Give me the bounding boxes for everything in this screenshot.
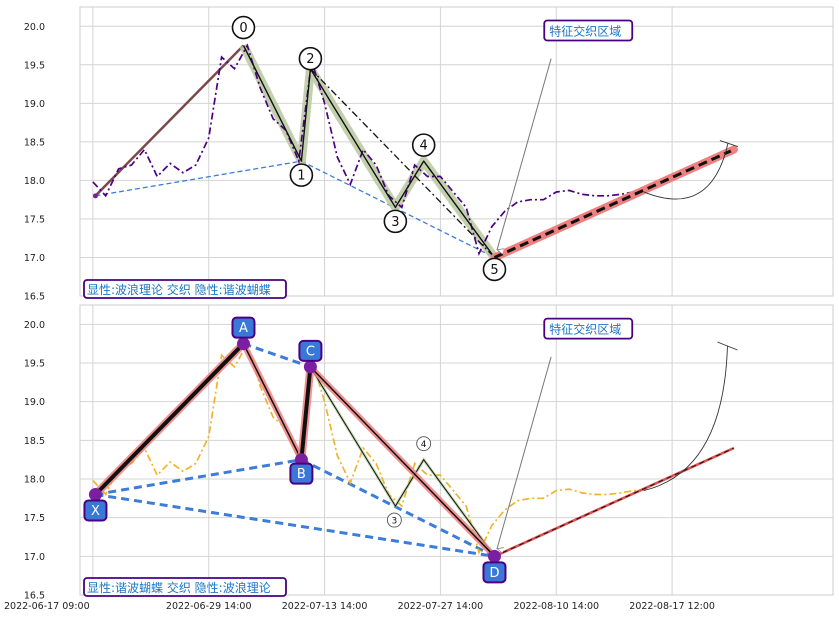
harmonic-leg-line <box>94 342 245 496</box>
harmonic-leg-line <box>309 366 496 557</box>
wave-label-circle <box>411 133 436 157</box>
wave-label-circle <box>231 15 256 40</box>
y-tick-label: 17.0 <box>24 552 45 563</box>
top-panel: 16.5 17.0 17.5 18.0 18.5 19.0 19.5 20.0 特征交织区域 0 1… <box>24 6 834 303</box>
y-tick-label: 16.5 <box>24 591 45 602</box>
y-tick-label: 18.5 <box>24 137 45 148</box>
price-line <box>92 43 647 257</box>
trend-line-x-0 <box>94 44 245 197</box>
plot-frame <box>79 6 834 297</box>
connector-curve <box>643 345 728 492</box>
harmonic-xd-line <box>95 492 495 558</box>
harmonic-point-marker <box>88 487 102 501</box>
annotation-box <box>543 19 634 42</box>
y-tick-label: 20.0 <box>24 320 45 331</box>
harmonic-label-box <box>231 316 256 339</box>
harmonic-bd-line <box>300 458 496 558</box>
baseline-x-b <box>95 160 302 197</box>
harmonic-point-marker <box>303 360 317 374</box>
y-tick-label: 17.0 <box>24 253 45 264</box>
wave-label-text: 4 <box>420 139 428 154</box>
wave-label-circle <box>289 163 314 187</box>
x-tick-label: 2022-06-17 09:00 <box>4 601 90 612</box>
annotation-text: 特征交织区域 <box>549 24 621 39</box>
price-line <box>92 341 647 555</box>
x-tick-label: 2022-08-17 12:00 <box>629 601 715 612</box>
y-tick-label: 17.5 <box>24 214 45 225</box>
x-tick-label: 2022-07-13 14:00 <box>282 601 368 612</box>
harmonic-leg-line <box>242 343 303 461</box>
y-tick-label: 18.0 <box>24 475 45 486</box>
wave-label-text: 3 <box>391 517 397 527</box>
connector-curve <box>643 143 729 200</box>
harmonic-label-box <box>298 339 323 362</box>
wave-label-circle <box>416 436 432 452</box>
harmonic-xb-line <box>95 458 302 496</box>
harmonic-label-text: A <box>239 321 248 336</box>
projection-end-marker <box>730 146 738 154</box>
start-marker <box>92 193 98 199</box>
annotation-text: 特征交织区域 <box>549 322 621 337</box>
y-tick-label: 17.5 <box>24 513 45 524</box>
projection-line <box>493 148 735 259</box>
annotation-box <box>543 317 634 340</box>
connector-cap <box>717 341 738 351</box>
wave-line <box>242 45 496 258</box>
y-tick-label: 18.5 <box>24 436 45 447</box>
wave-label-circle <box>298 46 323 71</box>
harmonic-label-box <box>83 499 108 522</box>
harmonic-point-marker <box>487 549 501 563</box>
y-tick-label: 19.0 <box>24 397 45 408</box>
y-tick-label: 18.0 <box>24 176 45 187</box>
legend-box <box>83 577 287 597</box>
legend-box <box>83 279 287 299</box>
wave-label-text: 1 <box>297 169 305 184</box>
wave-band <box>239 43 499 261</box>
projection-line <box>494 447 735 557</box>
wave-label-circle <box>383 209 408 234</box>
harmonic-label-text: X <box>91 504 100 519</box>
y-tick-label: 16.5 <box>24 292 45 303</box>
wave-label-circle <box>482 257 507 282</box>
y-tick-label: 19.5 <box>24 359 45 370</box>
harmonic-label-text: D <box>489 566 499 581</box>
harmonic-label-box <box>289 462 314 485</box>
wave-label-text: 5 <box>490 263 498 278</box>
wave-label-text: 2 <box>306 52 314 67</box>
annotation-arrow <box>496 58 552 255</box>
wave-label-circle <box>386 512 402 528</box>
y-tick-label: 19.0 <box>24 99 45 110</box>
harmonic-leg-line <box>299 366 313 460</box>
harmonic-point-marker <box>236 337 250 351</box>
annotation-arrow <box>496 356 552 554</box>
wave-label-text: 0 <box>239 21 247 36</box>
harmonic-label-box <box>482 561 507 584</box>
wave-line <box>309 366 495 557</box>
y-tick-label: 19.5 <box>24 60 45 71</box>
harmonic-label-text: B <box>297 467 306 482</box>
y-tick-label: 20.0 <box>24 22 45 33</box>
wave-label-text: 3 <box>391 215 399 230</box>
x-tick-label: 2022-07-27 14:00 <box>398 601 484 612</box>
harmonic-ac-line <box>242 342 311 369</box>
wave-label-text: 4 <box>421 440 427 450</box>
bottom-panel: 16.5 17.0 17.5 18.0 18.5 19.0 19.5 20.0 特征交织区域 3 4… <box>4 304 834 612</box>
x-tick-label: 2022-06-29 14:00 <box>166 601 252 612</box>
legend-text: 显性:谐波蝴蝶 交织 隐性:波浪理论 <box>87 580 271 595</box>
x-tick-label: 2022-08-10 14:00 <box>513 601 599 612</box>
connector-cap <box>719 140 739 148</box>
plot-frame <box>79 304 834 596</box>
harmonic-label-text: C <box>306 344 315 359</box>
legend-text: 显性:波浪理论 交织 隐性:谐波蝴蝶 <box>87 282 271 297</box>
dashdot-line-2-5 <box>309 68 495 258</box>
